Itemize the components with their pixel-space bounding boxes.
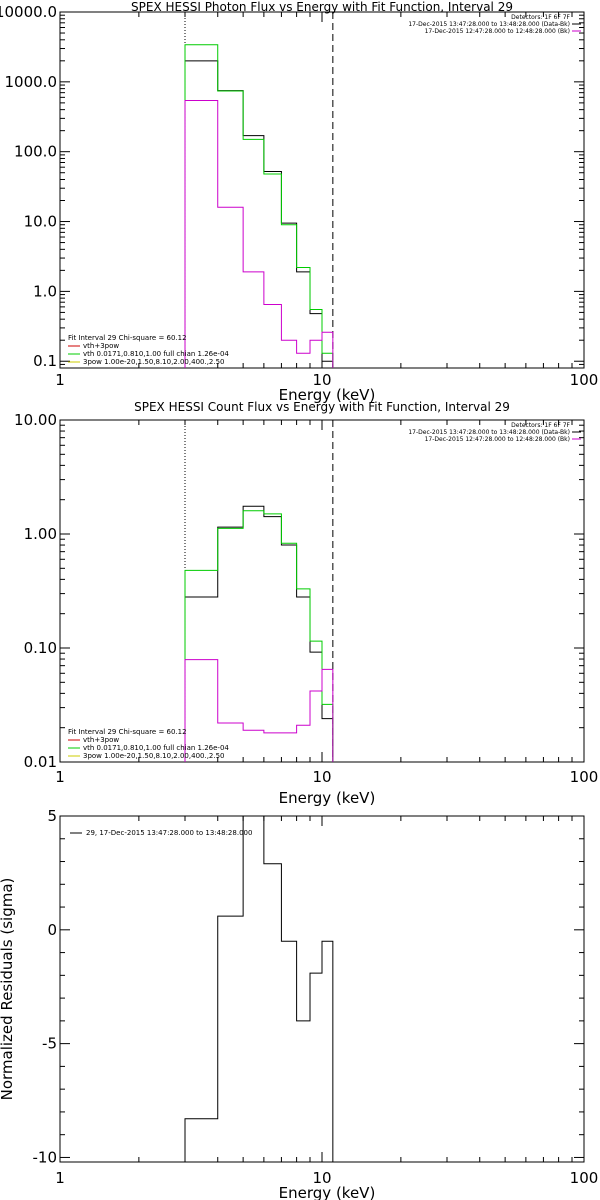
legend-entry: vth 0.0171,0.810,1.00 full chian 1.26e-0… <box>83 350 229 358</box>
y-tick-label: -10 <box>33 1148 58 1166</box>
plot-frame <box>59 815 585 1163</box>
y-tick-label: 0 <box>47 921 57 939</box>
y-tick-label: 0.10 <box>24 639 57 657</box>
y-tick-label: 1.00 <box>24 525 57 543</box>
y-tick-label: 10000.0 <box>0 3 57 21</box>
x-tick-label: 10 <box>312 768 331 786</box>
legend-entry: Fit Interval 29 Chi-square = 60.12 <box>68 334 187 342</box>
y-tick-label: 10.0 <box>24 213 57 231</box>
y-tick-label: 0.1 <box>33 352 57 370</box>
legend-entry: Fit Interval 29 Chi-square = 60.12 <box>68 728 187 736</box>
header-line: 17-Dec-2015 13:47:28.000 to 13:48:28.000… <box>408 21 570 28</box>
legend-entry: 29, 17-Dec-2015 13:47:28.000 to 13:48:28… <box>86 829 252 837</box>
y-tick-label: 1.0 <box>33 282 57 300</box>
panel-2: SPEX HESSI Count Flux vs Energy with Fit… <box>14 400 598 807</box>
series-1-step-line <box>184 505 334 762</box>
legend-entry: 3pow 1.00e-20,1.50,8.10,2.00,400.,2.50 <box>83 358 225 366</box>
header-line: Detectors: 1F 6F 7F <box>511 422 570 429</box>
x-tick-label: 10 <box>312 1169 331 1187</box>
series-3-step-line <box>184 100 334 368</box>
x-tick-label: 1 <box>55 768 65 786</box>
series-1-step-line <box>184 60 334 368</box>
y-tick-label: 5 <box>47 807 57 825</box>
chart-title: SPEX HESSI Photon Flux vs Energy with Fi… <box>131 0 513 14</box>
y-tick-label: 10.00 <box>14 411 57 429</box>
x-tick-label: 100 <box>570 371 599 389</box>
x-tick-label: 100 <box>570 768 599 786</box>
chart-title: SPEX HESSI Count Flux vs Energy with Fit… <box>134 400 510 414</box>
series-2-step-line <box>184 510 334 762</box>
x-tick-label: 1 <box>55 1169 65 1187</box>
y-tick-label: 1000.0 <box>5 73 58 91</box>
x-axis-label: Energy (keV) <box>279 386 376 404</box>
y-tick-label: 0.01 <box>24 753 57 771</box>
header-line: 17-Dec-2015 13:47:28.000 to 13:48:28.000… <box>408 429 570 436</box>
series-3-step-line <box>184 659 334 762</box>
panel-3: 1 10 100 -10 -5 0 5 Energy (keV) Normalized Resi… <box>0 807 598 1200</box>
x-tick-label: 10 <box>312 371 331 389</box>
series-1-step-line <box>184 815 334 1162</box>
header-line: Detectors: 1F 6F 7F <box>511 14 570 21</box>
x-tick-label: 100 <box>570 1169 599 1187</box>
series-2-step-line <box>184 44 334 368</box>
legend-entry: 3pow 1.00e-20,1.50,8.10,2.00,400.,2.50 <box>83 752 225 760</box>
y-tick-label: 100.0 <box>14 143 57 161</box>
legend-entry: vth+3pow <box>83 736 119 744</box>
x-axis-label: Energy (keV) <box>279 789 376 807</box>
y-tick-label: -5 <box>42 1035 57 1053</box>
header-line: 17-Dec-2015 12:47:28.000 to 12:48:28.000… <box>425 436 570 443</box>
x-axis-label: Energy (keV) <box>279 1184 376 1200</box>
x-tick-label: 1 <box>55 371 65 389</box>
y-axis-label: Normalized Residuals (sigma) <box>0 878 16 1101</box>
legend-entry: vth+3pow <box>83 342 119 350</box>
header-line: 17-Dec-2015 12:47:28.000 to 12:48:28.000… <box>425 28 570 35</box>
panel-1: SPEX HESSI Photon Flux vs Energy with Fi… <box>0 0 598 404</box>
legend-entry: vth 0.0171,0.810,1.00 full chian 1.26e-0… <box>83 744 229 752</box>
